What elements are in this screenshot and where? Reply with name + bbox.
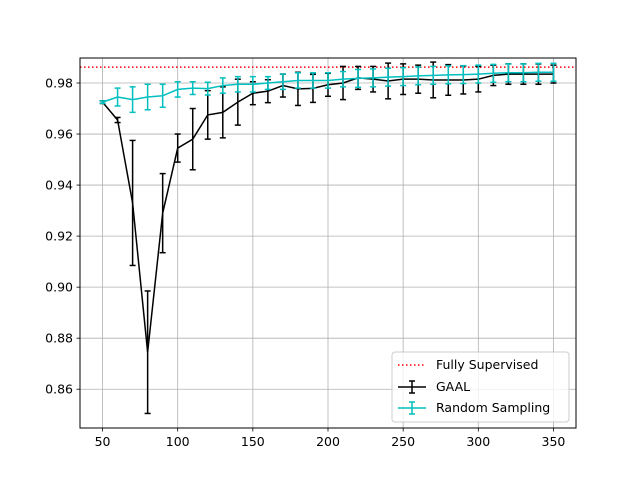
legend-swatch-gaal xyxy=(398,380,426,394)
x-tick-label: 250 xyxy=(391,434,415,449)
y-tick-label: 0.92 xyxy=(45,229,73,244)
y-tick-label: 0.98 xyxy=(45,76,73,91)
x-tick-label: 300 xyxy=(466,434,490,449)
legend-label-random-sampling: Random Sampling xyxy=(436,400,550,415)
x-tick-label: 200 xyxy=(316,434,340,449)
x-tick-label: 100 xyxy=(166,434,190,449)
y-tick-label: 0.96 xyxy=(45,127,73,142)
legend-swatch-random-sampling xyxy=(398,401,426,415)
legend-label-gaal: GAAL xyxy=(436,379,470,394)
x-tick-label: 150 xyxy=(241,434,265,449)
series-random-sampling xyxy=(99,62,557,114)
axes-layer: 50 100 150 200 250 300 350 0.86 0.88 0.90 0.92 0.94… xyxy=(45,76,565,449)
legend-label-fully-supervised: Fully Supervised xyxy=(436,357,538,372)
x-tick-label: 350 xyxy=(542,434,566,449)
x-tick-label: 50 xyxy=(95,434,111,449)
y-tick-label: 0.88 xyxy=(45,331,73,346)
y-tick-label: 0.86 xyxy=(45,382,73,397)
y-tick-label: 0.90 xyxy=(45,280,73,295)
legend-box xyxy=(391,351,570,423)
y-tick-label: 0.94 xyxy=(45,178,73,193)
series-layer xyxy=(99,61,557,415)
legend: Fully Supervised GAAL Random Sampling xyxy=(391,351,570,423)
